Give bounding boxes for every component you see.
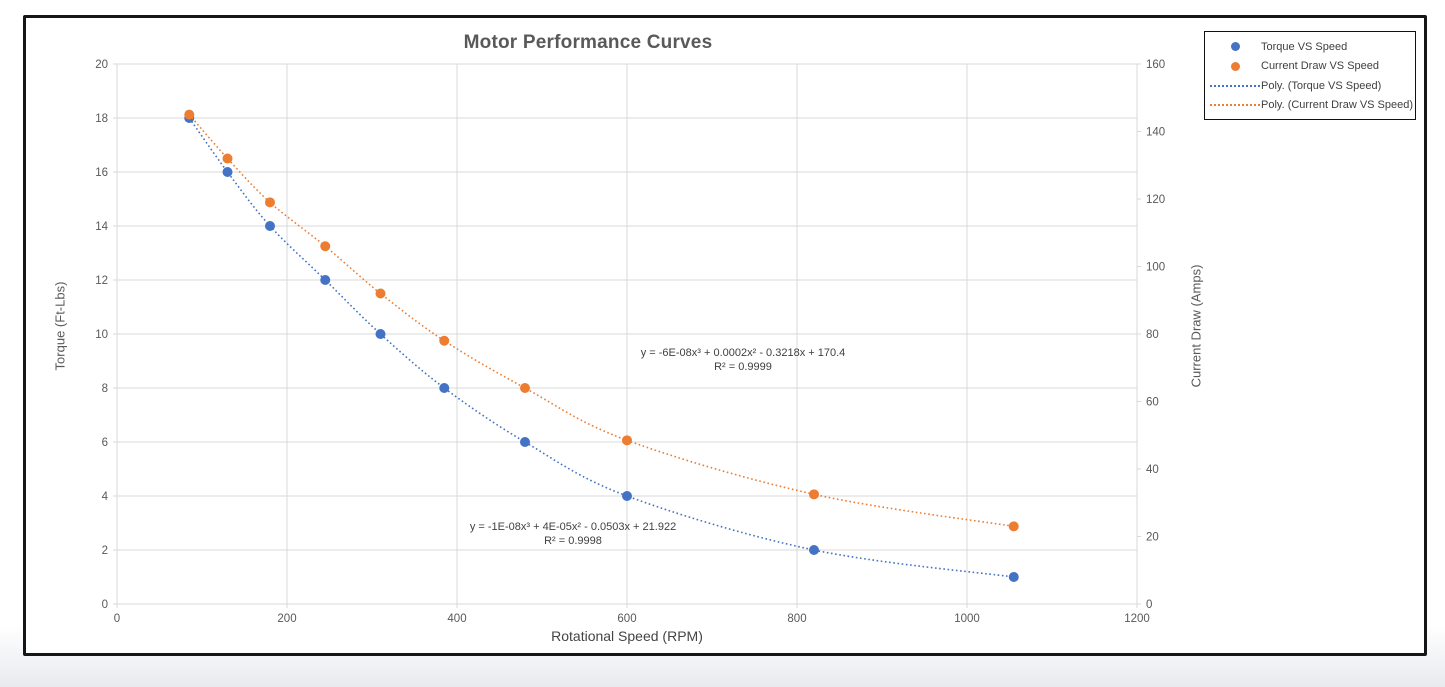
chart-legend[interactable]: Torque VS Speed Current Draw VS Speed Po…: [1204, 31, 1416, 120]
svg-text:1200: 1200: [1124, 613, 1150, 625]
equation-text: y = -1E-08x³ + 4E-05x² - 0.0503x + 21.92…: [469, 521, 677, 533]
legend-item-current-draw[interactable]: Current Draw VS Speed: [1209, 57, 1411, 76]
svg-text:400: 400: [447, 613, 466, 625]
x-axis-title: Rotational Speed (RPM): [551, 628, 703, 644]
equation-text: y = -6E-08x³ + 0.0002x² - 0.3218x + 170.…: [640, 347, 846, 359]
svg-text:20: 20: [95, 59, 108, 71]
torque-dot-marker: [1230, 42, 1240, 52]
svg-text:140: 140: [1146, 127, 1165, 139]
svg-text:600: 600: [617, 613, 636, 625]
svg-text:8: 8: [102, 383, 108, 395]
svg-text:14: 14: [95, 221, 108, 233]
svg-text:160: 160: [1146, 59, 1165, 71]
torque-trendline-equation: y = -1E-08x³ + 4E-05x² - 0.0503x + 21.92…: [323, 521, 823, 548]
svg-text:40: 40: [1146, 464, 1159, 476]
svg-text:2: 2: [102, 545, 108, 557]
legend-label: Poly. (Torque VS Speed): [1261, 79, 1382, 92]
svg-text:6: 6: [102, 437, 108, 449]
svg-text:60: 60: [1146, 397, 1159, 409]
chart-title: Motor Performance Curves: [463, 32, 713, 53]
svg-text:16: 16: [95, 167, 108, 179]
legend-item-poly-current-draw[interactable]: Poly. (Current Draw VS Speed): [1209, 96, 1414, 115]
svg-text:0: 0: [102, 599, 108, 611]
legend-label: Current Draw VS Speed: [1261, 60, 1379, 73]
svg-text:4: 4: [102, 491, 109, 503]
r-squared-text: R² = 0.9998: [544, 534, 602, 547]
plot-area[interactable]: 0 200 400 600 800 1000 12000246810121416182002…: [26, 18, 1424, 653]
legend-item-torque[interactable]: Torque VS Speed: [1209, 37, 1411, 56]
legend-label: Poly. (Current Draw VS Speed): [1261, 99, 1414, 112]
svg-text:200: 200: [277, 613, 296, 625]
svg-text:120: 120: [1146, 194, 1165, 206]
svg-text:18: 18: [95, 113, 108, 125]
chart-canvas[interactable]: 0 200 400 600 800 1000 1200 0 2 4 6 8 10 12 14 16 18 20 0 2…: [23, 15, 1427, 656]
torque-trendline-marker: [1210, 84, 1260, 87]
svg-text:12: 12: [95, 275, 108, 287]
legend-label: Torque VS Speed: [1261, 40, 1348, 53]
svg-text:20: 20: [1146, 532, 1159, 544]
svg-text:1000: 1000: [954, 613, 980, 625]
current-draw-trendline-equation: y = -6E-08x³ + 0.0002x² - 0.3218x + 170.…: [493, 347, 993, 374]
svg-text:100: 100: [1146, 262, 1165, 274]
r-squared-text: R² = 0.9999: [714, 360, 772, 373]
current-draw-dot-marker: [1230, 61, 1240, 71]
current-draw-trendline-marker: [1210, 104, 1260, 107]
svg-text:0: 0: [114, 613, 120, 625]
svg-text:800: 800: [787, 613, 806, 625]
left-axis-title: Torque (Ft-Lbs): [52, 281, 68, 371]
svg-text:0: 0: [1146, 599, 1152, 611]
right-axis-title: Current Draw (Amps): [1188, 264, 1204, 388]
legend-item-poly-torque[interactable]: Poly. (Torque VS Speed): [1209, 76, 1411, 95]
svg-text:80: 80: [1146, 329, 1159, 341]
svg-text:10: 10: [95, 329, 108, 341]
